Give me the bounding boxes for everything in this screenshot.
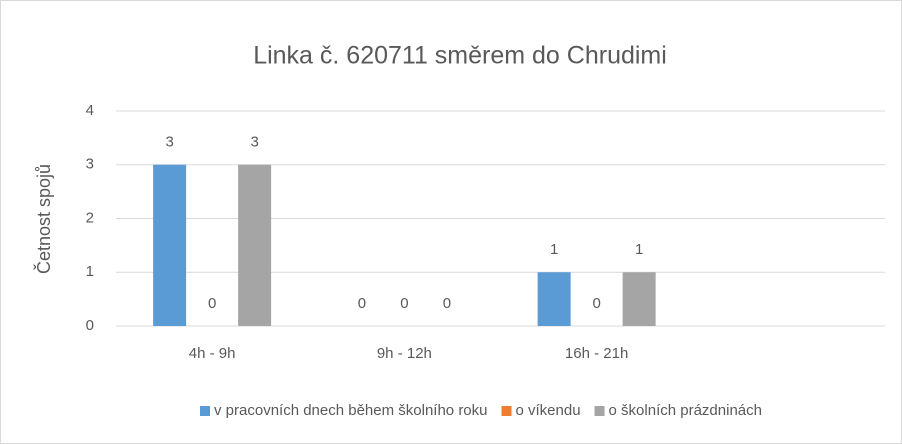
x-tick-label: 9h - 12h	[377, 345, 432, 362]
legend-swatch	[501, 406, 512, 416]
legend-label: o školních prázdninách	[609, 402, 762, 419]
data-label: 0	[208, 295, 216, 312]
x-tick-label: 16h - 21h	[565, 345, 628, 362]
data-label: 3	[250, 134, 258, 151]
y-tick-label: 4	[86, 102, 94, 119]
y-tick-label: 0	[86, 317, 94, 334]
legend-swatch	[200, 406, 211, 416]
bar	[537, 272, 571, 326]
y-tick-label: 1	[86, 263, 94, 280]
data-label: 1	[635, 241, 643, 258]
y-axis-label: Četnost spojů	[33, 164, 54, 274]
legend-swatch	[594, 406, 605, 416]
y-tick-label: 2	[86, 209, 94, 226]
data-label: 1	[550, 241, 558, 258]
chart-title: Linka č. 620711 směrem do Chrudimi	[253, 42, 667, 70]
data-label: 0	[358, 295, 366, 312]
legend-label: o víkendu	[516, 402, 581, 419]
legend-item: o víkendu	[501, 402, 581, 419]
bar	[622, 272, 656, 326]
y-tick-label: 3	[86, 156, 94, 173]
data-label: 0	[592, 295, 600, 312]
legend-label: v pracovních dnech během školního roku	[214, 402, 488, 419]
x-tick-label: 4h - 9h	[189, 345, 236, 362]
bar	[238, 164, 272, 326]
legend-item: o školních prázdninách	[594, 402, 762, 419]
legend-item: v pracovních dnech během školního roku	[200, 402, 488, 419]
data-label: 0	[400, 295, 408, 312]
bar	[153, 164, 187, 326]
data-label: 3	[165, 134, 173, 151]
data-label: 0	[443, 295, 451, 312]
